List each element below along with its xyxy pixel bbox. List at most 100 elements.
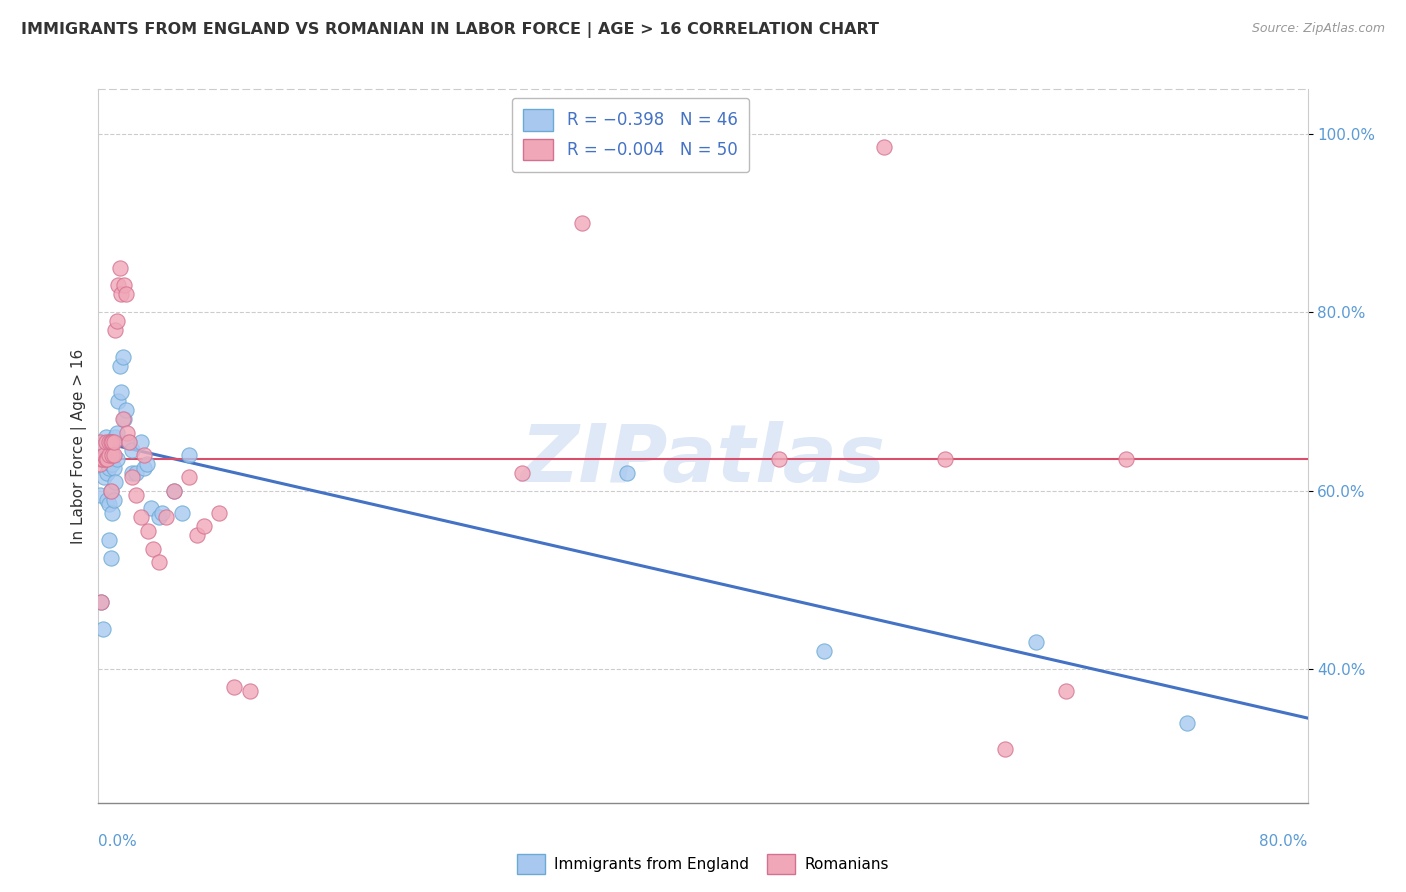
Point (94, 434, 117, 449)
Point (148, 510, 170, 524)
Point (129, 510, 152, 524)
Point (110, 287, 132, 301)
Point (121, 466, 143, 480)
Y-axis label: In Labor Force | Age > 16: In Labor Force | Age > 16 (72, 349, 87, 543)
Point (108, 359, 131, 373)
Point (94, 452, 117, 467)
Point (100, 483, 122, 498)
Legend: Immigrants from England, Romanians: Immigrants from England, Romanians (512, 848, 894, 880)
Point (186, 528, 208, 542)
Point (100, 457, 122, 471)
Text: ZIPatlas: ZIPatlas (520, 421, 886, 500)
Point (98, 533, 121, 547)
Point (115, 425, 138, 440)
Point (90, 595, 112, 609)
Point (94, 430, 117, 444)
Point (90, 452, 112, 467)
Point (103, 434, 125, 449)
Point (103, 492, 125, 507)
Point (994, 742, 1017, 756)
Text: 80.0%: 80.0% (1260, 834, 1308, 849)
Point (107, 394, 129, 409)
Point (114, 403, 136, 417)
Point (208, 506, 231, 520)
Point (177, 448, 201, 462)
Point (91, 622, 114, 636)
Point (96, 452, 118, 467)
Point (108, 260, 131, 275)
Point (163, 483, 186, 498)
Point (111, 412, 134, 426)
Point (104, 323, 127, 337)
Point (93, 439, 115, 453)
Point (571, 216, 593, 230)
Text: Source: ZipAtlas.com: Source: ZipAtlas.com (1251, 22, 1385, 36)
Point (101, 506, 124, 520)
Point (148, 555, 170, 569)
Point (94, 452, 117, 467)
Point (136, 524, 159, 538)
Point (110, 385, 132, 400)
Point (121, 443, 143, 458)
Point (91, 452, 114, 467)
Point (107, 278, 129, 293)
Point (155, 510, 177, 524)
Point (103, 461, 125, 475)
Point (224, 680, 246, 694)
Point (98, 448, 121, 462)
Point (132, 461, 155, 475)
Point (813, 644, 835, 658)
Legend: R = −0.398   N = 46, R = −0.004   N = 50: R = −0.398 N = 46, R = −0.004 N = 50 (512, 97, 749, 172)
Point (101, 434, 124, 449)
Point (163, 483, 186, 498)
Point (1175, 715, 1198, 730)
Point (101, 457, 124, 471)
Point (89, 457, 111, 471)
Point (125, 488, 148, 502)
Point (100, 434, 122, 449)
Point (90, 595, 112, 609)
Point (141, 501, 163, 516)
Point (135, 457, 157, 471)
Point (98, 434, 121, 449)
Point (616, 466, 638, 480)
Point (129, 434, 152, 449)
Text: 0.0%: 0.0% (98, 834, 138, 849)
Point (105, 314, 128, 328)
Point (89, 488, 111, 502)
Point (101, 448, 124, 462)
Text: IMMIGRANTS FROM ENGLAND VS ROMANIAN IN LABOR FORCE | AGE > 16 CORRELATION CHART: IMMIGRANTS FROM ENGLAND VS ROMANIAN IN L… (21, 22, 879, 38)
Point (1115, 452, 1137, 467)
Point (132, 448, 155, 462)
Point (1024, 635, 1046, 649)
Point (873, 140, 896, 154)
Point (1054, 684, 1077, 698)
Point (239, 684, 262, 698)
Point (118, 434, 141, 449)
Point (89, 434, 111, 449)
Point (125, 466, 148, 480)
Point (170, 506, 193, 520)
Point (111, 350, 134, 364)
Point (100, 550, 122, 565)
Point (934, 452, 956, 467)
Point (193, 519, 215, 533)
Point (150, 506, 173, 520)
Point (98, 497, 121, 511)
Point (118, 434, 141, 449)
Point (114, 287, 136, 301)
Point (104, 430, 127, 444)
Point (105, 425, 128, 440)
Point (177, 470, 201, 484)
Point (104, 475, 127, 489)
Point (121, 470, 143, 484)
Point (96, 492, 118, 507)
Point (96, 466, 118, 480)
Point (510, 466, 533, 480)
Point (112, 412, 135, 426)
Point (768, 452, 790, 467)
Point (105, 452, 128, 467)
Point (100, 483, 122, 498)
Point (103, 448, 125, 462)
Point (93, 470, 115, 484)
